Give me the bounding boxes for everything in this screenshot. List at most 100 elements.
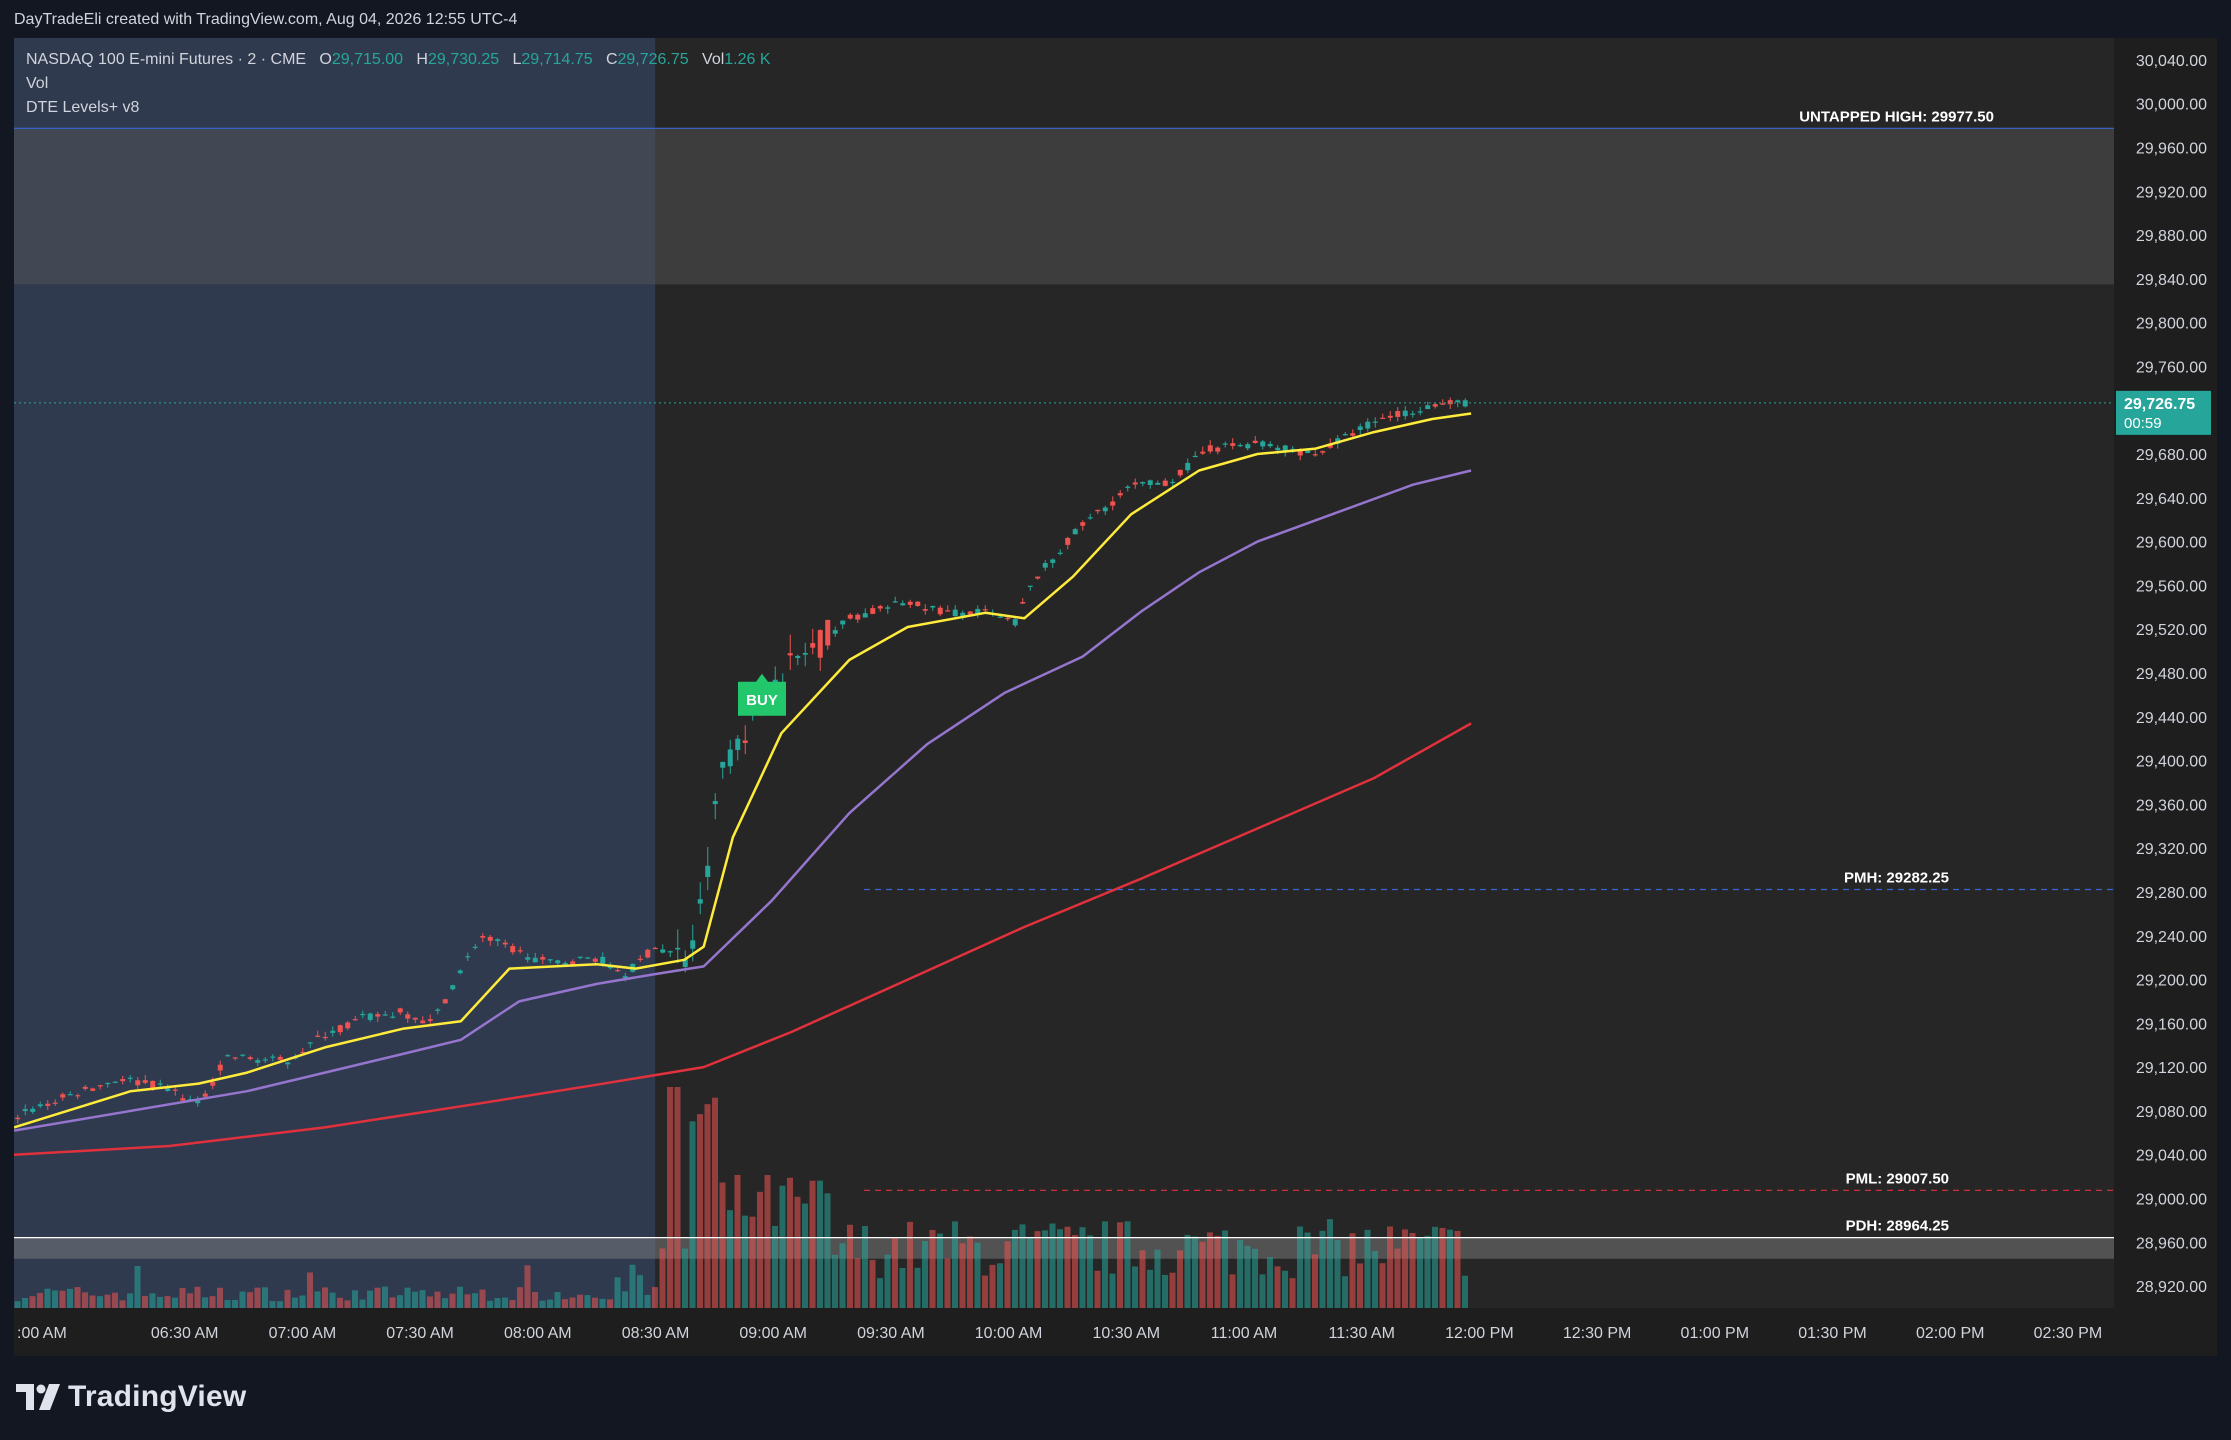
candle-body[interactable]: [810, 643, 816, 648]
candle-body[interactable]: [532, 957, 538, 963]
candle-body[interactable]: [1440, 403, 1446, 405]
candle-body[interactable]: [330, 1030, 336, 1033]
candle-body[interactable]: [112, 1081, 118, 1083]
candle-body[interactable]: [405, 1014, 411, 1019]
candle-body[interactable]: [367, 1013, 373, 1020]
chart-area[interactable]: UNTAPPED HIGH: 29977.50 PMH: 29282.25 PML:…: [14, 38, 2217, 1356]
candle-body[interactable]: [1252, 440, 1258, 443]
candle-body[interactable]: [1462, 400, 1468, 407]
candle-body[interactable]: [1095, 509, 1101, 512]
candle-body[interactable]: [952, 609, 958, 616]
candle-body[interactable]: [900, 603, 906, 606]
candle-body[interactable]: [975, 608, 981, 614]
candle-body[interactable]: [967, 611, 973, 615]
candle-body[interactable]: [1042, 563, 1048, 568]
candle-body[interactable]: [540, 957, 546, 960]
candle-body[interactable]: [712, 801, 718, 805]
candle-body[interactable]: [675, 947, 681, 950]
candle-body[interactable]: [1380, 417, 1386, 419]
candle-body[interactable]: [232, 1057, 238, 1059]
candle-body[interactable]: [1267, 443, 1273, 447]
candle-body[interactable]: [585, 957, 591, 959]
candle-body[interactable]: [270, 1056, 276, 1058]
candle-body[interactable]: [1012, 619, 1018, 626]
legend-indicator-levels[interactable]: DTE Levels+ v8: [26, 99, 140, 116]
candle-body[interactable]: [727, 749, 733, 767]
candle-body[interactable]: [150, 1080, 156, 1090]
candle-body[interactable]: [285, 1062, 291, 1065]
candle-body[interactable]: [592, 958, 598, 962]
candle-body[interactable]: [1125, 486, 1131, 488]
candle-body[interactable]: [255, 1060, 261, 1063]
candle-body[interactable]: [682, 959, 688, 967]
candle-body[interactable]: [465, 956, 471, 958]
time-axis[interactable]: [14, 1308, 2217, 1356]
candle-body[interactable]: [300, 1051, 306, 1054]
candle-body[interactable]: [877, 606, 883, 609]
candle-body[interactable]: [277, 1056, 283, 1060]
candle-body[interactable]: [1035, 576, 1041, 579]
candle-body[interactable]: [97, 1085, 103, 1087]
candle-body[interactable]: [495, 939, 501, 942]
candle-body[interactable]: [195, 1100, 201, 1104]
candle-body[interactable]: [1065, 537, 1071, 545]
candle-body[interactable]: [555, 960, 561, 964]
candle-body[interactable]: [157, 1083, 163, 1085]
candle-body[interactable]: [937, 607, 943, 615]
candle-body[interactable]: [1177, 469, 1183, 476]
candle-body[interactable]: [1110, 501, 1116, 506]
candle-body[interactable]: [742, 740, 748, 744]
candle-body[interactable]: [247, 1057, 253, 1059]
candle-body[interactable]: [225, 1055, 231, 1057]
price-chart[interactable]: UNTAPPED HIGH: 29977.50 PMH: 29282.25 PML:…: [14, 38, 2217, 1356]
candle-body[interactable]: [1170, 481, 1176, 484]
candle-body[interactable]: [997, 616, 1003, 618]
candle-body[interactable]: [690, 940, 696, 949]
candle-body[interactable]: [945, 610, 951, 612]
candle-body[interactable]: [1155, 482, 1161, 485]
candle-body[interactable]: [870, 608, 876, 614]
candle-body[interactable]: [720, 761, 726, 768]
candle-body[interactable]: [562, 962, 568, 965]
candle-body[interactable]: [240, 1054, 246, 1056]
candle-body[interactable]: [15, 1117, 21, 1120]
candle-body[interactable]: [322, 1036, 328, 1039]
candle-body[interactable]: [210, 1082, 216, 1086]
candle-body[interactable]: [1087, 517, 1093, 519]
candle-body[interactable]: [90, 1088, 96, 1091]
candle-body[interactable]: [600, 956, 606, 964]
candle-body[interactable]: [1395, 411, 1401, 417]
candle-body[interactable]: [1372, 421, 1378, 423]
price-axis[interactable]: [2114, 38, 2217, 1356]
candle-body[interactable]: [1207, 445, 1213, 452]
candle-body[interactable]: [1147, 480, 1153, 485]
candle-body[interactable]: [60, 1094, 66, 1098]
candle-body[interactable]: [202, 1093, 208, 1097]
candle-body[interactable]: [637, 958, 643, 960]
candle-body[interactable]: [1275, 447, 1281, 451]
candle-body[interactable]: [1080, 522, 1086, 526]
candle-body[interactable]: [1342, 434, 1348, 436]
candle-body[interactable]: [37, 1104, 43, 1107]
candle-body[interactable]: [1215, 447, 1221, 452]
candle-body[interactable]: [82, 1086, 88, 1089]
candle-body[interactable]: [1072, 529, 1078, 535]
candle-body[interactable]: [1200, 451, 1206, 454]
candle-body[interactable]: [457, 970, 463, 974]
candle-body[interactable]: [1350, 433, 1356, 436]
candle-body[interactable]: [1335, 438, 1341, 444]
candle-body[interactable]: [1185, 462, 1191, 471]
candle-body[interactable]: [1402, 410, 1408, 417]
candle-body[interactable]: [802, 652, 808, 655]
candle-body[interactable]: [172, 1089, 178, 1091]
candle-body[interactable]: [390, 1016, 396, 1018]
candle-body[interactable]: [510, 946, 516, 953]
candle-body[interactable]: [705, 865, 711, 877]
candle-body[interactable]: [1132, 482, 1138, 485]
candle-body[interactable]: [795, 655, 801, 659]
candle-body[interactable]: [885, 607, 891, 609]
candle-body[interactable]: [22, 1109, 28, 1112]
candle-body[interactable]: [960, 612, 966, 617]
candle-body[interactable]: [825, 619, 831, 646]
candle-body[interactable]: [832, 630, 838, 634]
